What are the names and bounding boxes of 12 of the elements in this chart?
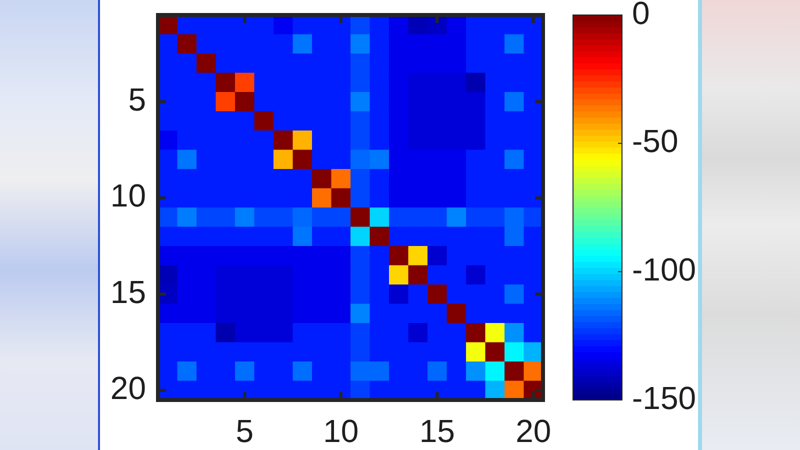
color-bar-label: 0: [632, 0, 650, 31]
x-tick-label: 10: [323, 413, 359, 450]
y-tick-label: 15: [110, 274, 146, 310]
color-bar-label: -150: [632, 380, 696, 416]
y-tick-label: 20: [110, 370, 146, 406]
color-bar-label: -50: [632, 123, 678, 160]
x-tick-label: 20: [516, 413, 552, 450]
y-tick-label: 5: [128, 81, 146, 118]
color-bar-label: -100: [632, 251, 696, 288]
y-tick-label: 10: [110, 178, 146, 214]
x-tick-label: 5: [236, 413, 254, 450]
x-tick-label: 15: [419, 413, 455, 450]
